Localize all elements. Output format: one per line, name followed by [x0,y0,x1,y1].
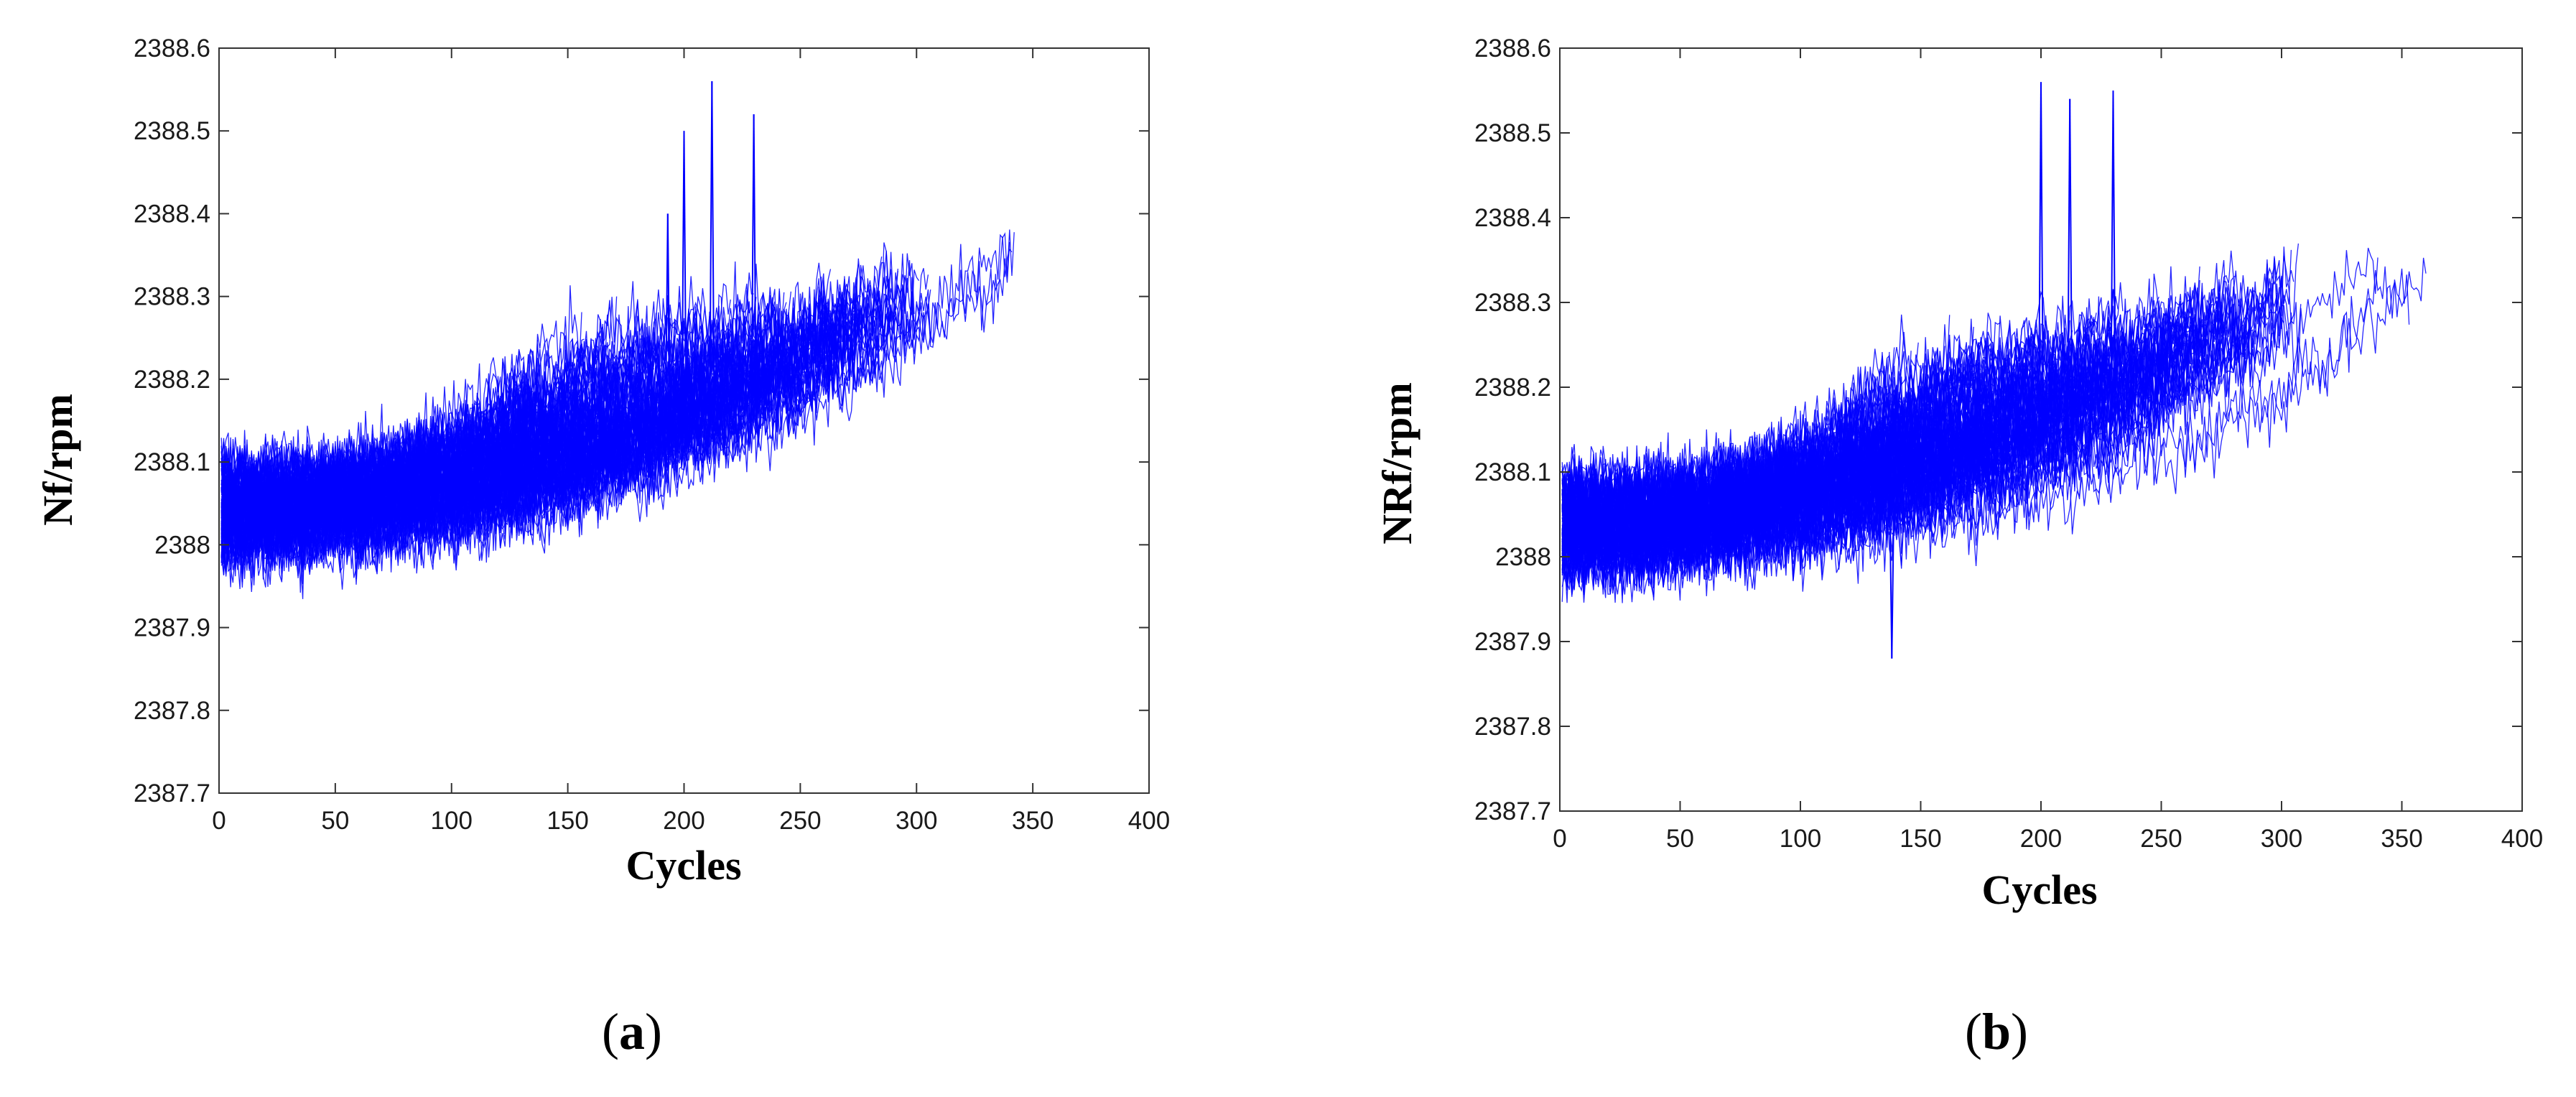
y-tick-label: 2387.9 [1474,628,1551,656]
x-tick-label: 350 [2381,825,2422,853]
x-tick-label: 200 [2020,825,2062,853]
engine-trajectory [1561,365,1915,591]
engine-trajectory [1561,276,2236,548]
x-tick-label: 50 [321,807,349,835]
y-tick-label: 2388.5 [134,117,210,145]
y-axis-label-b: NRf/rpm [1374,382,1420,545]
engine-trajectory [1561,283,2289,594]
spike-line [683,131,687,438]
spike-line [2110,90,2114,432]
x-tick-label: 200 [663,807,705,835]
x-tick-label: 150 [547,807,588,835]
y-tick-label: 2388.6 [134,34,210,63]
x-tick-label: 100 [431,807,473,835]
y-axis-label-a: Nf/rpm [34,394,81,526]
plot-area-a [220,81,1015,599]
x-axis-label-b: Cycles [1981,866,2097,913]
ticks-a: 0 50 100 150 200 250 300 350 400 2387.7 2387.8 2387… [134,34,1170,835]
y-tick-label: 2387.9 [134,614,210,642]
y-tick-label: 2387.8 [134,697,210,725]
spike-line [2040,82,2045,447]
x-tick-label: 400 [2501,825,2543,853]
spike-line [664,213,669,441]
engine-trajectory [1561,302,2282,588]
y-tick-label: 2387.7 [1474,797,1551,825]
panel-label-a-letter: a [619,1003,645,1060]
y-tick-label: 2388.1 [134,448,210,476]
x-tick-label: 50 [1666,825,1694,853]
spike-line [681,131,685,438]
spike-line [666,213,671,441]
x-tick-label: 300 [896,807,937,835]
x-tick-label: 400 [1128,807,1170,835]
y-tick-label: 2388 [154,531,210,559]
chart-panel-b: 0 50 100 150 200 250 300 350 400 2387.7 2387.8 2387… [1374,34,2543,1060]
panel-label-b-letter: b [1982,1003,2011,1060]
x-tick-label: 250 [2140,825,2182,853]
y-tick-label: 2388.4 [134,200,210,228]
x-tick-label: 250 [779,807,821,835]
chart-panel-a: 0 50 100 150 200 250 300 350 400 2387.7 2387.8 2387… [34,34,1170,1060]
x-tick-label: 350 [1012,807,1054,835]
y-tick-label: 2388.3 [134,283,210,311]
x-tick-label: 300 [2261,825,2302,853]
panel-label-b: (b) [1965,1003,2028,1060]
spike-line [2066,98,2071,441]
panel-label-a: (a) [602,1003,662,1060]
x-axis-label-a: Cycles [626,842,741,889]
spike-line [2069,98,2073,441]
x-tick-label: 150 [1900,825,1941,853]
engine-trajectory [220,320,852,584]
spike-line [1891,476,1895,659]
engine-trajectory [1561,250,2236,536]
ticks-b: 0 50 100 150 200 250 300 350 400 2387.7 2387.8 2387… [1474,34,2543,853]
spike-line [2112,90,2116,432]
spike-line [711,81,715,432]
spike-line [750,114,755,422]
y-tick-label: 2388.2 [1474,374,1551,402]
engine-trajectory [220,301,664,546]
engine-trajectory [1561,337,1989,588]
y-tick-label: 2388.3 [1474,289,1551,317]
plot-area-b [1561,82,2427,659]
x-tick-label: 0 [212,807,225,835]
y-tick-label: 2388.2 [134,366,210,394]
y-tick-label: 2388.5 [1474,119,1551,147]
y-tick-label: 2387.7 [134,779,210,807]
spike-line [2037,82,2042,447]
spike-line [709,81,713,432]
spike-line [753,114,757,422]
x-tick-label: 100 [1780,825,1821,853]
x-tick-label: 0 [1553,825,1566,853]
y-tick-label: 2388.1 [1474,458,1551,486]
spike-line [1888,476,1893,659]
engine-trajectory [1561,358,1940,602]
y-tick-label: 2388.6 [1474,34,1551,63]
y-tick-label: 2388 [1495,543,1551,571]
y-tick-label: 2387.8 [1474,713,1551,741]
y-tick-label: 2388.4 [1474,204,1551,232]
